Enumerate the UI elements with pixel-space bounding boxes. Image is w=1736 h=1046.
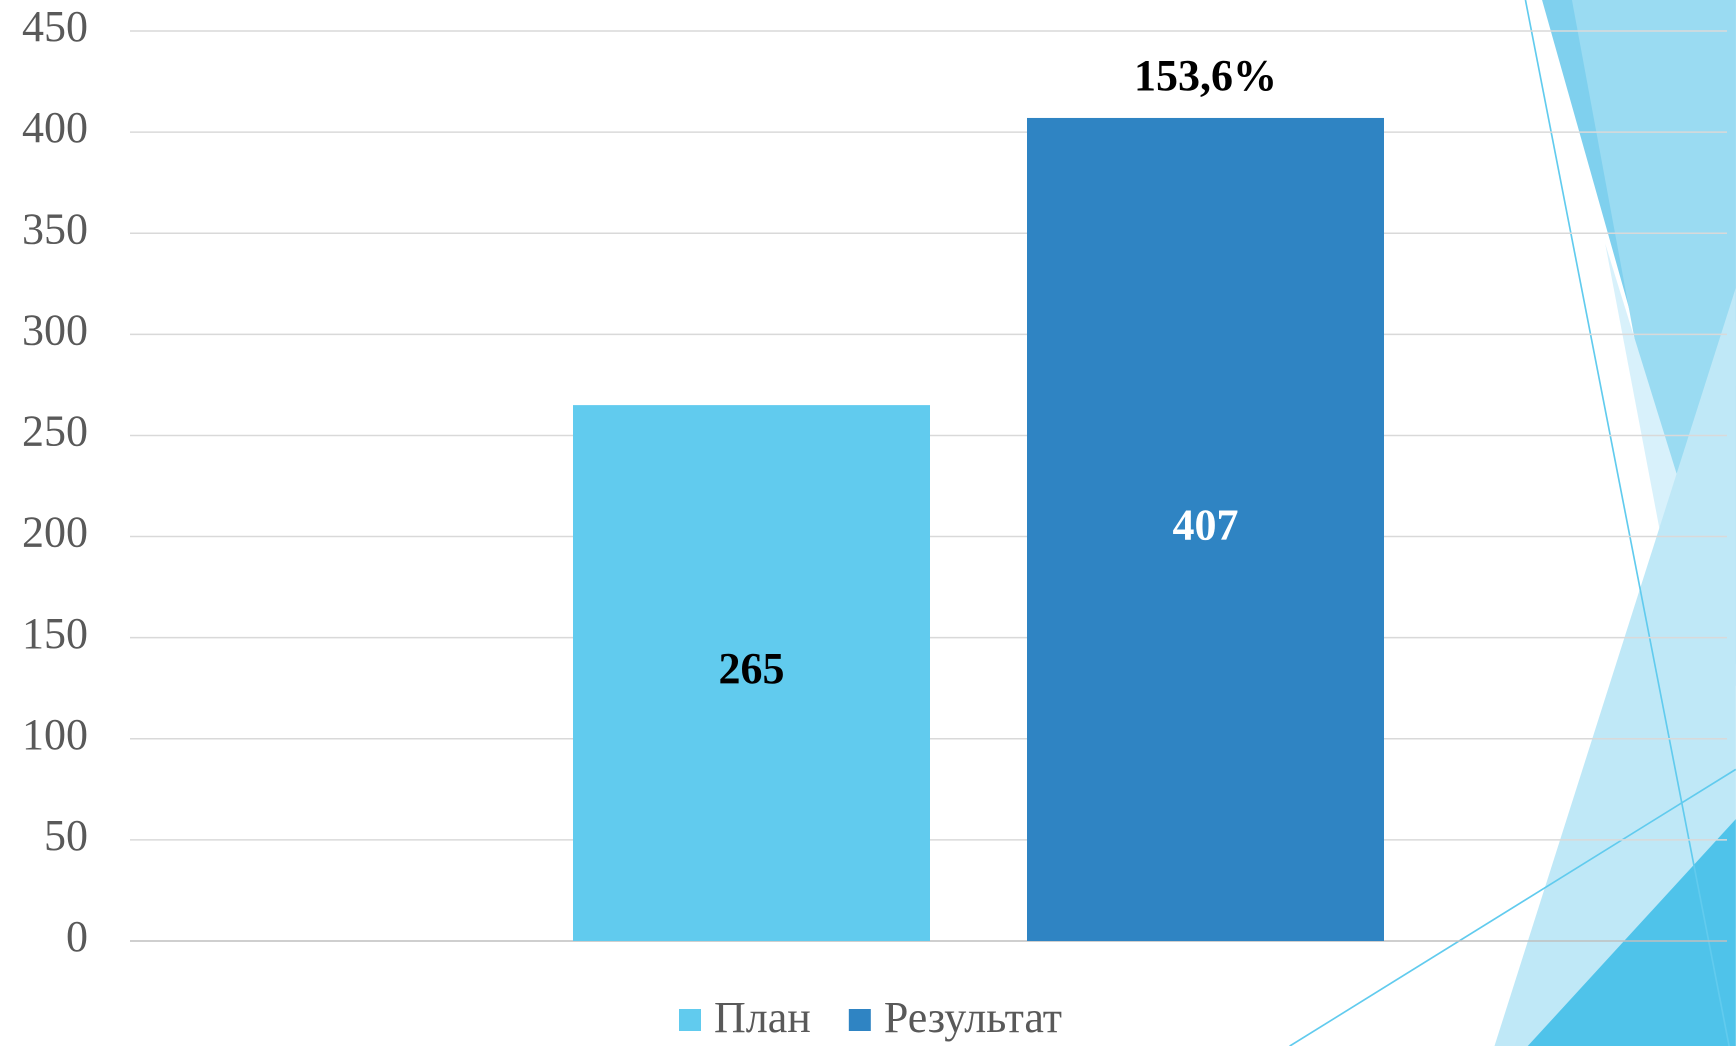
y-tick-label: 450 xyxy=(22,2,88,51)
y-tick-label: 400 xyxy=(22,103,88,152)
legend-swatch xyxy=(848,1009,871,1031)
y-tick-label: 250 xyxy=(22,407,88,456)
bar xyxy=(573,405,930,942)
y-tick-label: 100 xyxy=(22,710,88,759)
y-tick-label: 200 xyxy=(22,508,88,557)
y-tick-label: 300 xyxy=(22,305,88,354)
decor-triangle xyxy=(1527,819,1736,1046)
decoration xyxy=(1289,0,1736,1046)
data-label: 407 xyxy=(1173,501,1239,550)
decor-line xyxy=(1524,0,1730,1046)
decor-band xyxy=(1571,0,1736,510)
bar xyxy=(1027,117,1384,941)
annotation: 153,6% xyxy=(1134,51,1277,100)
legend-swatch xyxy=(679,1009,701,1031)
y-tick-label: 50 xyxy=(44,811,88,860)
y-tick-label: 0 xyxy=(66,912,88,961)
legend-label: Результат xyxy=(884,993,1062,1042)
y-tick-label: 350 xyxy=(22,204,88,253)
decor-triangle xyxy=(1494,287,1736,1046)
decor-line xyxy=(1289,768,1736,1046)
y-tick-label: 150 xyxy=(22,609,88,658)
legend-label: План xyxy=(714,993,811,1042)
data-label: 265 xyxy=(719,644,785,693)
